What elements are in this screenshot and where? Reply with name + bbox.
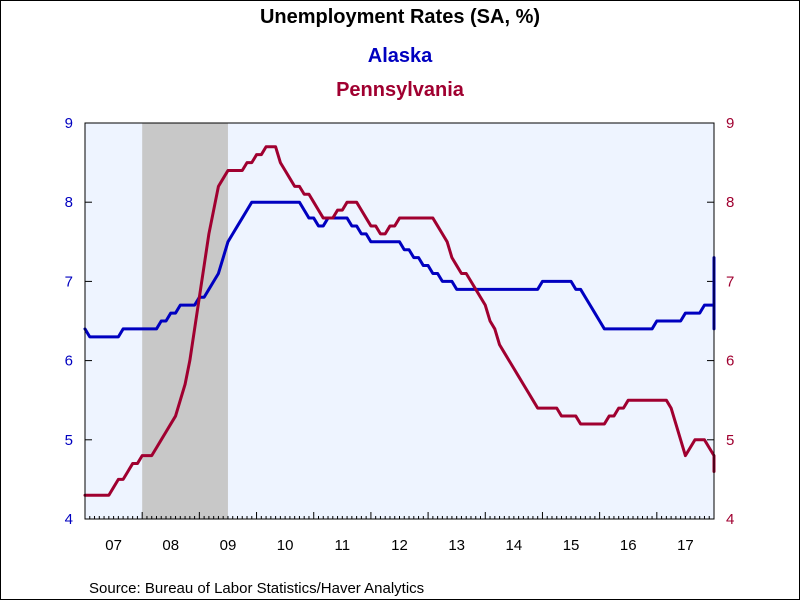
y-tick-label-right: 6 [726, 353, 734, 370]
source-note: Source: Bureau of Labor Statistics/Haver… [89, 580, 424, 597]
x-tick-label: 10 [277, 537, 294, 554]
chart-title: Unemployment Rates (SA, %) [260, 6, 540, 28]
series-line-alaska [83, 200, 716, 339]
y-tick-label-left: 6 [65, 353, 73, 370]
recession-shading [142, 123, 228, 519]
y-tick-label-left: 9 [65, 115, 73, 132]
x-tick-label: 17 [677, 537, 694, 554]
y-tick-label-right: 5 [726, 432, 734, 449]
x-tick-label: 15 [563, 537, 580, 554]
y-tick-label-left: 4 [65, 511, 73, 528]
x-tick-label: 16 [620, 537, 637, 554]
y-tick-label-left: 5 [65, 432, 73, 449]
x-tick-label: 14 [506, 537, 523, 554]
x-tick-label: 13 [448, 537, 465, 554]
x-tick-label: 07 [105, 537, 122, 554]
series-line-pennsylvania [83, 145, 716, 497]
y-tick-label-right: 7 [726, 273, 734, 290]
series-title-alaska: Alaska [368, 45, 433, 67]
y-tick-label-left: 8 [65, 194, 73, 211]
x-tick-label: 09 [220, 537, 237, 554]
y-tick-label-left: 7 [65, 273, 73, 290]
series-title-pennsylvania: Pennsylvania [336, 79, 465, 101]
x-axis: 07 08 09 10 11 12 13 14 15 16 17 [89, 512, 710, 554]
x-tick-label: 08 [162, 537, 179, 554]
series-lines [83, 145, 716, 497]
y-tick-label-right: 4 [726, 511, 734, 528]
y-tick-label-right: 9 [726, 115, 734, 132]
plot-border [84, 122, 715, 520]
y-tick-label-right: 8 [726, 194, 734, 211]
x-tick-label: 12 [391, 537, 408, 554]
x-tick-label: 11 [335, 537, 351, 554]
